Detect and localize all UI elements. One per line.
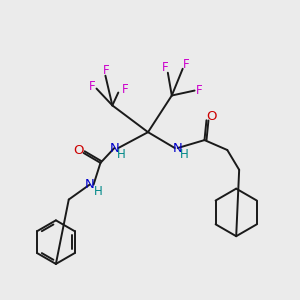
Text: O: O bbox=[74, 143, 84, 157]
Text: N: N bbox=[173, 142, 183, 154]
Text: F: F bbox=[196, 84, 203, 97]
Text: F: F bbox=[103, 64, 110, 77]
Text: H: H bbox=[180, 148, 189, 161]
Text: F: F bbox=[122, 83, 128, 96]
Text: F: F bbox=[89, 80, 96, 93]
Text: N: N bbox=[85, 178, 94, 191]
Text: O: O bbox=[206, 110, 217, 123]
Text: F: F bbox=[161, 61, 168, 74]
Text: F: F bbox=[183, 58, 190, 71]
Text: N: N bbox=[110, 142, 119, 154]
Text: H: H bbox=[117, 148, 126, 161]
Text: H: H bbox=[94, 185, 103, 198]
